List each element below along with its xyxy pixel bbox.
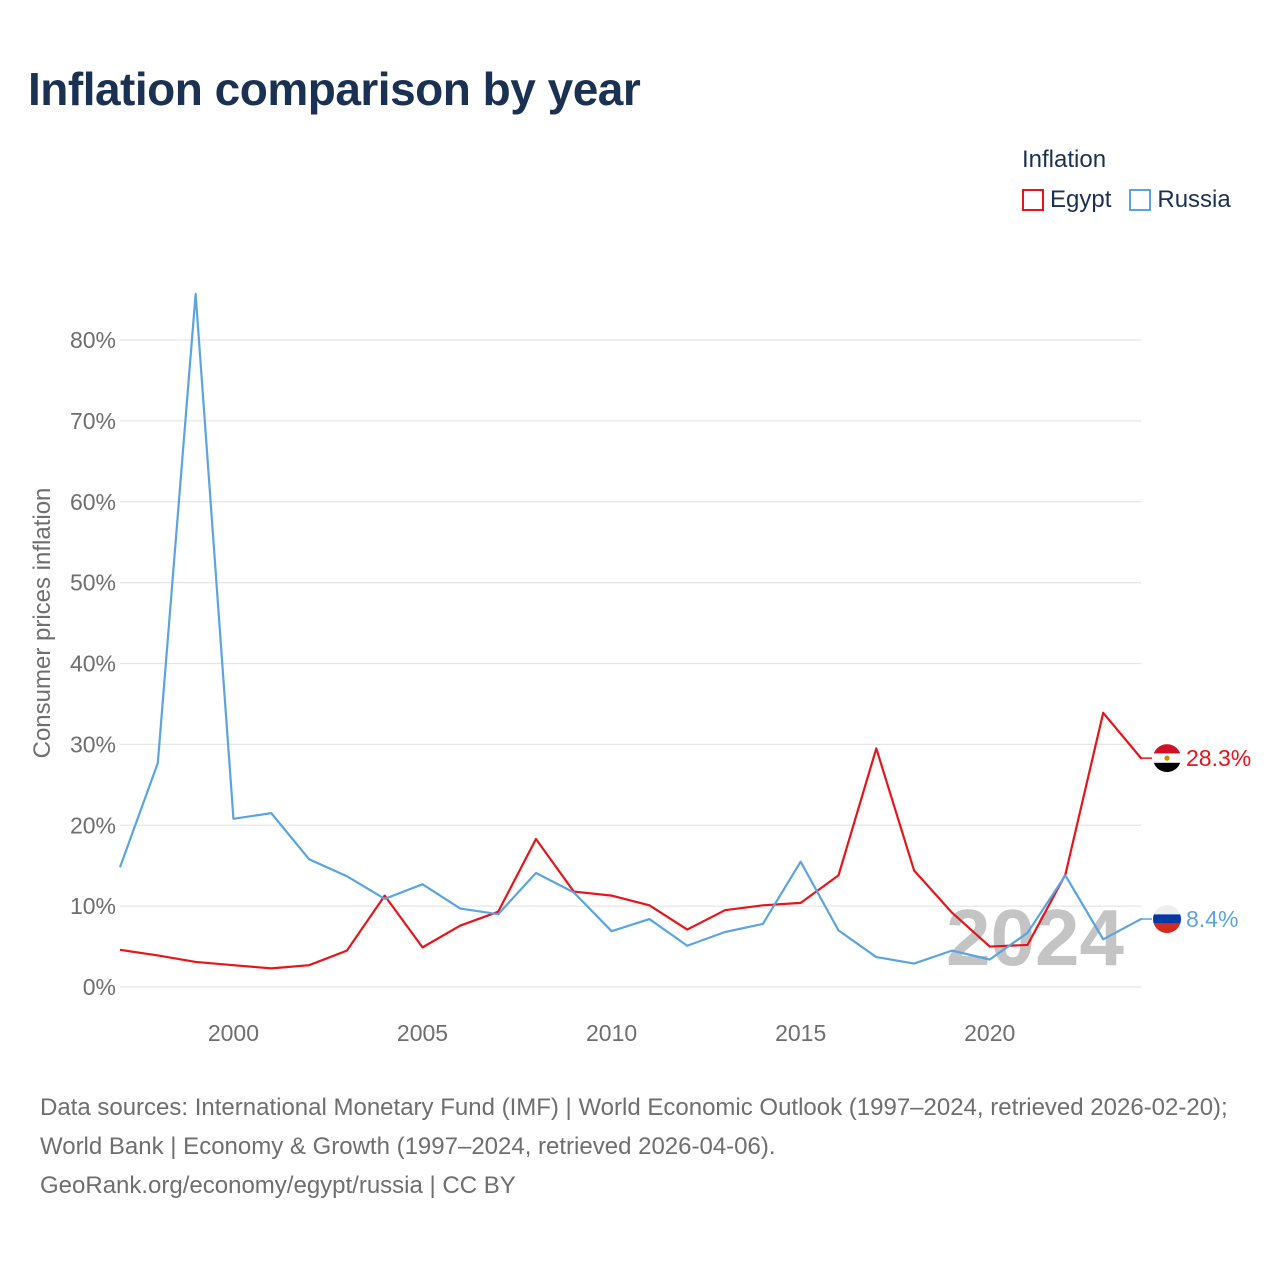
egypt-flag-icon — [1153, 744, 1181, 773]
source-link[interactable]: GeoRank.org/economy/egypt/russia | CC BY — [40, 1172, 516, 1199]
series-end-segment — [1102, 711, 1143, 760]
series-line-egypt — [119, 712, 1105, 970]
legend-title: Inflation — [1022, 146, 1107, 173]
x-tick-label: 2020 — [964, 1020, 1015, 1046]
end-value-label: 8.4% — [1186, 906, 1238, 932]
chart-title: Inflation comparison by year — [28, 63, 641, 115]
y-tick-label: 0% — [83, 974, 116, 1000]
y-tick-label: 10% — [70, 893, 116, 919]
y-tick-label: 60% — [70, 489, 116, 515]
y-tick-label: 80% — [70, 327, 116, 353]
end-value-label: 28.3% — [1186, 745, 1251, 771]
y-tick-label: 70% — [70, 408, 116, 434]
series-line-russia — [118, 292, 1105, 965]
y-axis-label: Consumer prices inflation — [29, 488, 56, 759]
x-tick-label: 2000 — [208, 1020, 259, 1046]
legend-item-russia[interactable]: Russia — [1129, 186, 1231, 214]
x-tick-label: 2015 — [775, 1020, 826, 1046]
legend-label-russia: Russia — [1157, 186, 1231, 213]
russia-flag-icon — [1153, 905, 1181, 934]
x-tick-label: 2010 — [586, 1020, 637, 1046]
y-tick-label: 40% — [70, 651, 116, 677]
line-chart: 2024 28.3% 8.4% 2000 2005 2010 2015 2020 0% 10… — [29, 292, 1251, 1046]
legend-swatch-russia — [1129, 189, 1152, 211]
y-tick-label: 20% — [70, 812, 116, 838]
legend-swatch-egypt — [1022, 189, 1044, 211]
legend-label-egypt: Egypt — [1050, 186, 1112, 213]
series-end-segment — [1102, 917, 1143, 941]
year-watermark: 2024 — [946, 893, 1124, 982]
source-text: Data sources: International Monetary Fun… — [40, 1094, 1228, 1160]
x-tick-label: 2005 — [397, 1020, 448, 1046]
legend: Inflation Egypt Russia — [1022, 146, 1249, 214]
source-note: Data sources: International Monetary Fun… — [40, 1088, 1250, 1205]
legend-item-egypt[interactable]: Egypt — [1022, 186, 1111, 214]
y-tick-label: 50% — [70, 570, 116, 596]
y-tick-label: 30% — [70, 731, 116, 757]
